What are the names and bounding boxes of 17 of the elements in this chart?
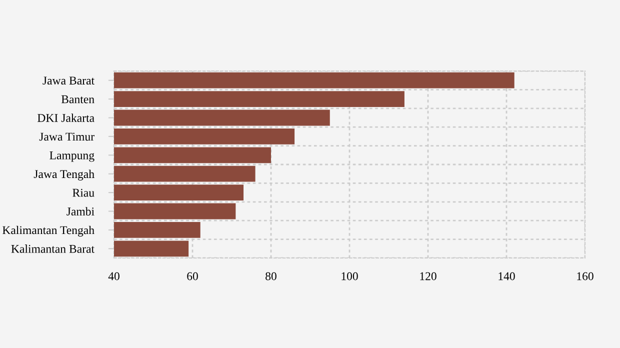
x-tick-label: 40 [108, 272, 120, 280]
y-tick-label: Banten [61, 95, 94, 104]
x-tick-label: 80 [266, 272, 276, 280]
y-tick-label: Jawa Timur [39, 132, 94, 141]
y-tick-label: Kalimantan Tengah [2, 226, 94, 237]
x-tick-label: 60 [187, 272, 198, 280]
x-tick-label: 140 [498, 272, 515, 280]
x-tick-label: 100 [342, 272, 358, 280]
y-tick-label: Kalimantan Barat [11, 244, 94, 253]
y-tick-label: DKI Jakarta [38, 114, 94, 122]
x-tick-label: 120 [420, 272, 436, 280]
y-tick-label: Jawa Barat [42, 76, 94, 85]
y-tick-label: Jawa Tengah [34, 170, 94, 180]
y-tick-label: Riau [72, 188, 94, 197]
y-tick-label: Lampung [50, 152, 94, 162]
y-tick-label: Jambi [66, 207, 94, 216]
x-tick-label: 160 [577, 272, 594, 280]
